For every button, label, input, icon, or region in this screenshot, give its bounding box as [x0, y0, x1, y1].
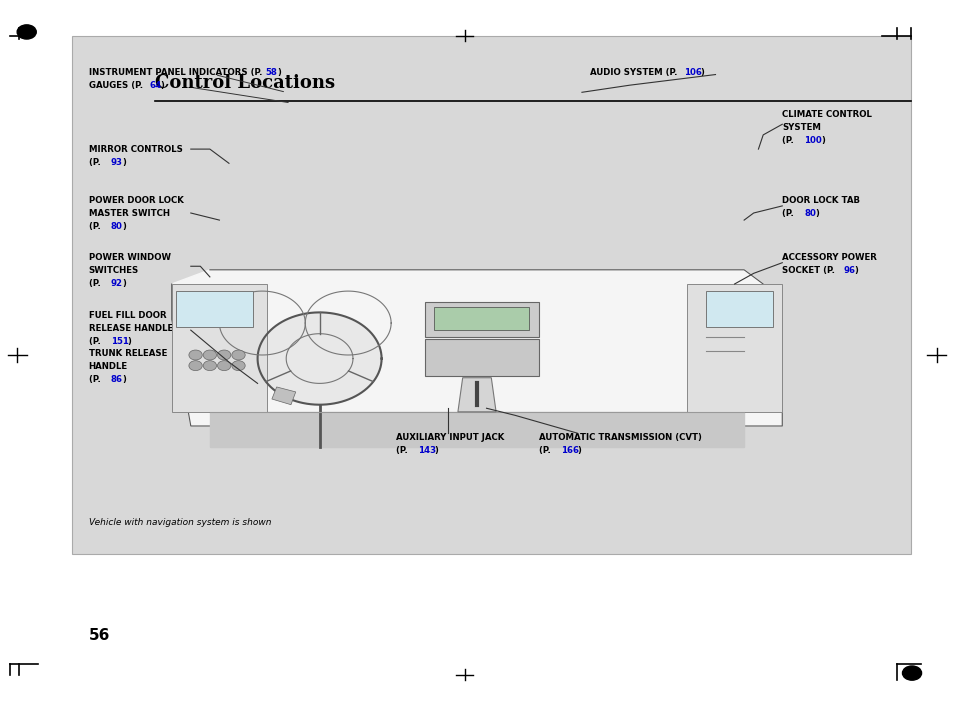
Text: (P.: (P.	[89, 375, 104, 384]
Polygon shape	[257, 312, 381, 405]
Text: (P.: (P.	[781, 136, 797, 145]
Text: GAUGES (P.: GAUGES (P.	[89, 81, 146, 90]
Text: (P.: (P.	[395, 446, 411, 455]
Text: DOOR LOCK TAB: DOOR LOCK TAB	[781, 196, 860, 205]
Text: ): )	[853, 266, 857, 275]
Text: CLIMATE CONTROL: CLIMATE CONTROL	[781, 110, 871, 119]
Text: FUEL FILL DOOR: FUEL FILL DOOR	[89, 311, 166, 320]
Text: INSTRUMENT PANEL INDICATORS (P.: INSTRUMENT PANEL INDICATORS (P.	[89, 68, 265, 77]
Text: 93: 93	[111, 158, 123, 167]
Polygon shape	[272, 387, 295, 405]
Text: 151: 151	[111, 337, 129, 346]
Text: ): )	[821, 136, 824, 145]
Circle shape	[902, 666, 921, 680]
Text: SYSTEM: SYSTEM	[781, 123, 821, 132]
Circle shape	[203, 361, 216, 371]
Circle shape	[217, 350, 231, 360]
Text: MIRROR CONTROLS: MIRROR CONTROLS	[89, 145, 182, 154]
Text: 100: 100	[803, 136, 821, 145]
Text: 143: 143	[417, 446, 436, 455]
Text: 58: 58	[266, 68, 277, 77]
Text: 92: 92	[111, 279, 123, 288]
Text: 80: 80	[111, 222, 123, 231]
Polygon shape	[457, 378, 496, 412]
Text: TRUNK RELEASE: TRUNK RELEASE	[89, 349, 167, 359]
Text: 96: 96	[842, 266, 854, 275]
Text: ): )	[276, 68, 280, 77]
Text: (P.: (P.	[89, 279, 104, 288]
Text: (P.: (P.	[781, 209, 797, 218]
Text: ): )	[128, 337, 132, 346]
Text: ): )	[122, 222, 126, 231]
Circle shape	[189, 350, 202, 360]
Text: 166: 166	[560, 446, 578, 455]
Text: RELEASE HANDLE: RELEASE HANDLE	[89, 324, 172, 333]
Text: ): )	[122, 279, 126, 288]
Text: 80: 80	[803, 209, 816, 218]
Text: ): )	[122, 158, 126, 167]
Text: ): )	[122, 375, 126, 384]
Polygon shape	[424, 339, 538, 376]
Text: Vehicle with navigation system is shown: Vehicle with navigation system is shown	[89, 518, 271, 528]
Polygon shape	[210, 412, 743, 447]
Text: SOCKET (P.: SOCKET (P.	[781, 266, 838, 275]
Circle shape	[203, 350, 216, 360]
Text: ): )	[578, 446, 581, 455]
Text: MASTER SWITCH: MASTER SWITCH	[89, 209, 170, 218]
Circle shape	[232, 361, 245, 371]
Text: SWITCHES: SWITCHES	[89, 266, 139, 275]
Text: (P.: (P.	[89, 222, 104, 231]
Text: 86: 86	[111, 375, 123, 384]
Text: ): )	[160, 81, 164, 90]
Text: 106: 106	[683, 68, 700, 77]
Text: AUXILIARY INPUT JACK: AUXILIARY INPUT JACK	[395, 433, 504, 442]
Circle shape	[217, 361, 231, 371]
Text: POWER WINDOW: POWER WINDOW	[89, 253, 171, 263]
Polygon shape	[686, 284, 781, 412]
Circle shape	[189, 361, 202, 371]
Text: (P.: (P.	[89, 158, 104, 167]
Polygon shape	[172, 270, 781, 426]
Text: ): )	[435, 446, 438, 455]
Circle shape	[17, 25, 36, 39]
Circle shape	[232, 350, 245, 360]
FancyBboxPatch shape	[71, 36, 910, 554]
Text: POWER DOOR LOCK: POWER DOOR LOCK	[89, 196, 183, 205]
Text: ): )	[700, 68, 703, 77]
Polygon shape	[705, 291, 772, 327]
Text: ): )	[815, 209, 819, 218]
Text: (P.: (P.	[538, 446, 554, 455]
Text: Control Locations: Control Locations	[154, 75, 335, 92]
Text: ACCESSORY POWER: ACCESSORY POWER	[781, 253, 876, 263]
Polygon shape	[176, 291, 253, 327]
Polygon shape	[172, 284, 267, 412]
Text: HANDLE: HANDLE	[89, 362, 128, 371]
Text: 64: 64	[150, 81, 162, 90]
Text: 56: 56	[89, 628, 110, 643]
Text: (P.: (P.	[89, 337, 104, 346]
Text: AUTOMATIC TRANSMISSION (CVT): AUTOMATIC TRANSMISSION (CVT)	[538, 433, 701, 442]
Polygon shape	[434, 307, 529, 330]
Polygon shape	[424, 302, 538, 337]
Text: AUDIO SYSTEM (P.: AUDIO SYSTEM (P.	[589, 68, 679, 77]
